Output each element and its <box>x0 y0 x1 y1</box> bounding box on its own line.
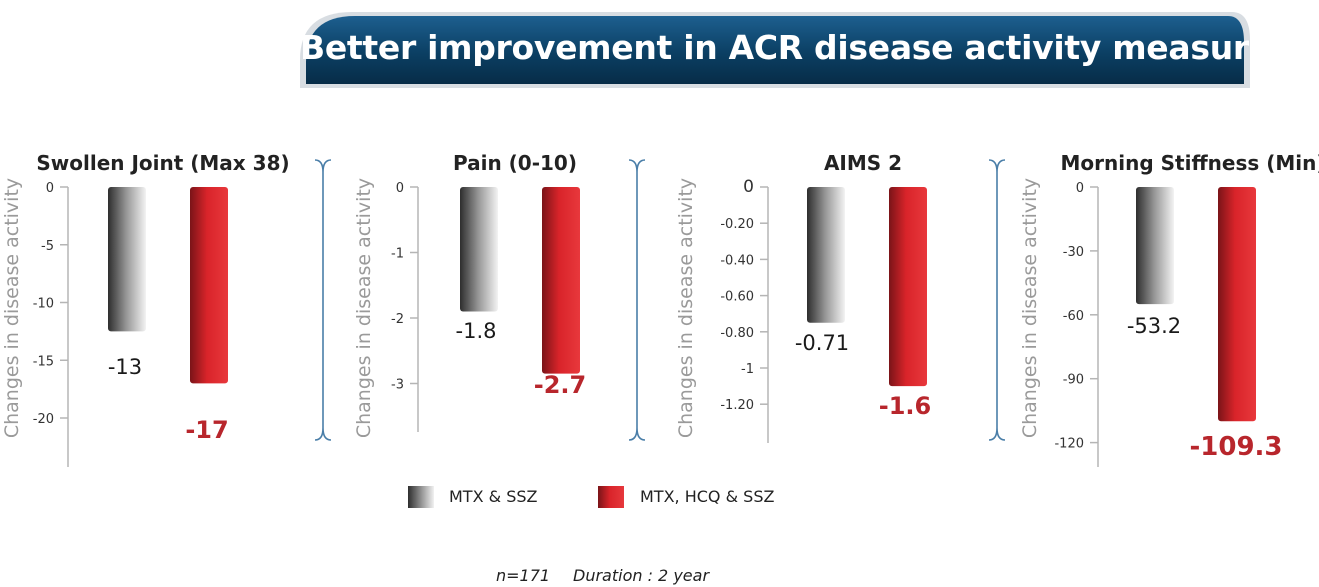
y-tick-label-1-0: 0 <box>396 181 404 196</box>
y-tick-label-0-0: 0 <box>46 181 54 196</box>
legend-swatch-mtx-ssz <box>408 486 434 508</box>
bar-0-1 <box>190 187 228 384</box>
y-axis-label-1: Changes in disease activity <box>353 178 375 438</box>
chart-title-2: AIMS 2 <box>824 151 902 175</box>
bar-3-0 <box>1136 187 1174 305</box>
legend-label-mtx-hcq-ssz: MTX, HCQ & SSZ <box>640 487 775 506</box>
y-tick-label-0-2: -10 <box>33 297 54 312</box>
y-tick-label-3-3: -90 <box>1063 373 1084 388</box>
y-tick-label-2-1: -0.20 <box>720 217 754 232</box>
bar-0-0 <box>108 187 146 332</box>
y-tick-label-0-4: -20 <box>33 412 54 427</box>
y-tick-label-3-1: -30 <box>1063 245 1084 260</box>
data-label-2-0: -0.71 <box>795 331 849 355</box>
y-tick-label-3-4: -120 <box>1054 437 1084 452</box>
y-tick-label-3-2: -60 <box>1063 309 1084 324</box>
y-tick-label-2-3: -0.60 <box>720 290 754 305</box>
panel-divider-bracket-2 <box>988 159 1006 441</box>
data-label-3-1: -109.3 <box>1189 432 1282 462</box>
y-tick-label-2-5: -1 <box>741 362 754 377</box>
bar-1-0 <box>460 187 498 312</box>
data-label-3-0: -53.2 <box>1127 314 1181 338</box>
bar-1-1 <box>542 187 580 374</box>
chart-title-3: Morning Stiffness (Min) <box>1061 151 1319 175</box>
bar-3-1 <box>1218 187 1256 422</box>
data-label-0-1: -17 <box>185 416 228 444</box>
y-tick-label-3-0: 0 <box>1076 181 1084 196</box>
chart-area: Swollen Joint (Max 38) Changes in disease… <box>1 151 1319 467</box>
y-tick-label-0-3: -15 <box>33 354 54 369</box>
panel-divider-bracket-1 <box>628 159 646 441</box>
data-label-0-0: -13 <box>108 355 142 379</box>
panel-divider-bracket-0 <box>314 159 332 441</box>
chart-title-0: Swollen Joint (Max 38) <box>36 151 289 175</box>
page-title: Better improvement in ACR disease activi… <box>300 28 1291 67</box>
bar-2-1 <box>889 187 927 387</box>
y-tick-label-0-1: -5 <box>41 239 54 254</box>
bar-2-0 <box>807 187 845 323</box>
chart-title-1: Pain (0-10) <box>453 151 577 175</box>
y-axis-label-0: Changes in disease activity <box>1 178 23 438</box>
y-tick-label-2-0: 0 <box>743 177 754 197</box>
y-tick-label-1-3: -3 <box>391 378 404 393</box>
y-tick-label-2-6: -1.20 <box>720 398 754 413</box>
y-tick-label-2-2: -0.40 <box>720 253 754 268</box>
data-label-1-1: -2.7 <box>534 371 586 399</box>
y-tick-label-2-4: -0.80 <box>720 326 754 341</box>
y-axis-label-2: Changes in disease activity <box>675 178 697 438</box>
data-label-1-0: -1.8 <box>456 319 497 343</box>
legend-swatch-mtx-hcq-ssz <box>598 486 624 508</box>
y-tick-label-1-1: -1 <box>391 247 404 262</box>
data-label-2-1: -1.6 <box>879 392 931 420</box>
footnote-duration: Duration : 2 year <box>573 566 710 585</box>
footnote-n: n=171 <box>496 566 551 585</box>
y-tick-label-1-2: -2 <box>391 312 404 327</box>
title-banner <box>300 12 1250 88</box>
legend-label-mtx-ssz: MTX & SSZ <box>449 487 538 506</box>
y-axis-label-3: Changes in disease activity <box>1019 178 1041 438</box>
